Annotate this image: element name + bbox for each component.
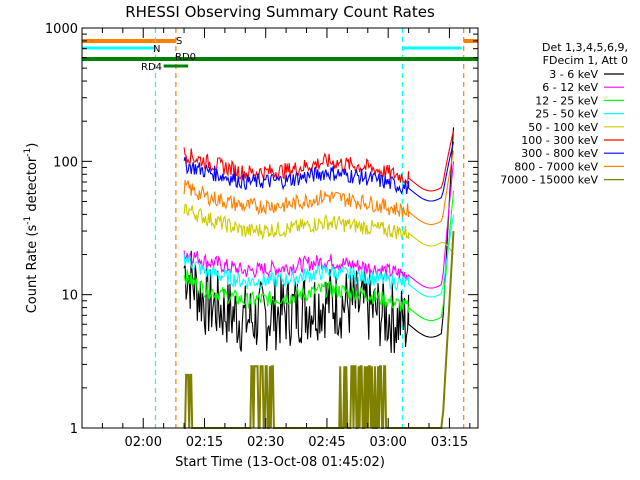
series-line-7 bbox=[183, 150, 455, 226]
y-tick-label: 10 bbox=[61, 289, 78, 304]
x-axis-ticks: 02:00 02:15 02:30 02:45 03:00 03:15 bbox=[101, 28, 471, 450]
y-axis-label: Count Rate (s-1 detector-1) bbox=[23, 143, 40, 314]
legend-entry-label: 25 - 50 keV bbox=[535, 108, 598, 121]
series-line-3 bbox=[183, 214, 455, 298]
series-line-0 bbox=[183, 127, 455, 354]
x-tick-label: 02:30 bbox=[247, 435, 284, 450]
series-line-2 bbox=[183, 190, 455, 322]
plot-frame bbox=[81, 27, 479, 429]
legend-entry-label: 6 - 12 keV bbox=[542, 81, 598, 94]
y-tick-label: 1 bbox=[70, 422, 78, 437]
y-label-mid: detector bbox=[25, 156, 40, 216]
legend-entry-label: 3 - 6 keV bbox=[549, 68, 598, 81]
x-tick-label: 03:15 bbox=[431, 435, 468, 450]
legend-entry-label: 100 - 300 keV bbox=[521, 134, 598, 147]
y-label-prefix: Count Rate (s bbox=[25, 225, 40, 314]
y-tick-label: 100 bbox=[53, 155, 78, 170]
x-tick-label: 03:00 bbox=[369, 435, 406, 450]
legend-header-line-1: Det 1,3,4,5,6,9, bbox=[542, 41, 628, 54]
flag-bars: S N RD0 RD4 bbox=[82, 28, 478, 428]
legend-entry-label: 300 - 800 keV bbox=[521, 147, 598, 160]
series-group bbox=[183, 127, 455, 429]
legend-entry-label: 12 - 25 keV bbox=[535, 94, 598, 107]
series-line-5 bbox=[183, 130, 455, 192]
legend-header-line-2: FDecim 1, Att 0 bbox=[543, 54, 628, 67]
flag-label-rd4: RD4 bbox=[141, 62, 162, 73]
flag-label-s: S bbox=[176, 36, 182, 47]
y-tick-label: 1000 bbox=[45, 22, 78, 37]
series-line-8 bbox=[184, 231, 455, 429]
legend-entry-label: 800 - 7000 keV bbox=[514, 160, 598, 173]
y-label-exp-2: -1 bbox=[23, 148, 33, 157]
x-tick-label: 02:00 bbox=[125, 435, 162, 450]
x-tick-label: 02:15 bbox=[186, 435, 223, 450]
y-axis-ticks: 1 10 100 1000 bbox=[45, 22, 478, 437]
y-label-exp-1: -1 bbox=[23, 216, 33, 225]
flag-label-n: N bbox=[153, 44, 160, 55]
x-tick-label: 02:45 bbox=[308, 435, 345, 450]
x-axis-label: Start Time (13-Oct-08 01:45:02) bbox=[175, 455, 385, 470]
series-line-6 bbox=[183, 141, 455, 202]
y-label-suffix: ) bbox=[25, 143, 40, 148]
series-line-4 bbox=[183, 203, 454, 255]
flag-label-rd0: RD0 bbox=[175, 52, 196, 63]
legend-entry-label: 50 - 100 keV bbox=[528, 121, 598, 134]
chart-title: RHESSI Observing Summary Count Rates bbox=[125, 3, 435, 21]
legend: Det 1,3,4,5,6,9, FDecim 1, Att 0 3 - 6 k… bbox=[500, 41, 628, 187]
legend-entry-label: 7000 - 15000 keV bbox=[500, 174, 598, 187]
series-line-1 bbox=[183, 161, 455, 289]
